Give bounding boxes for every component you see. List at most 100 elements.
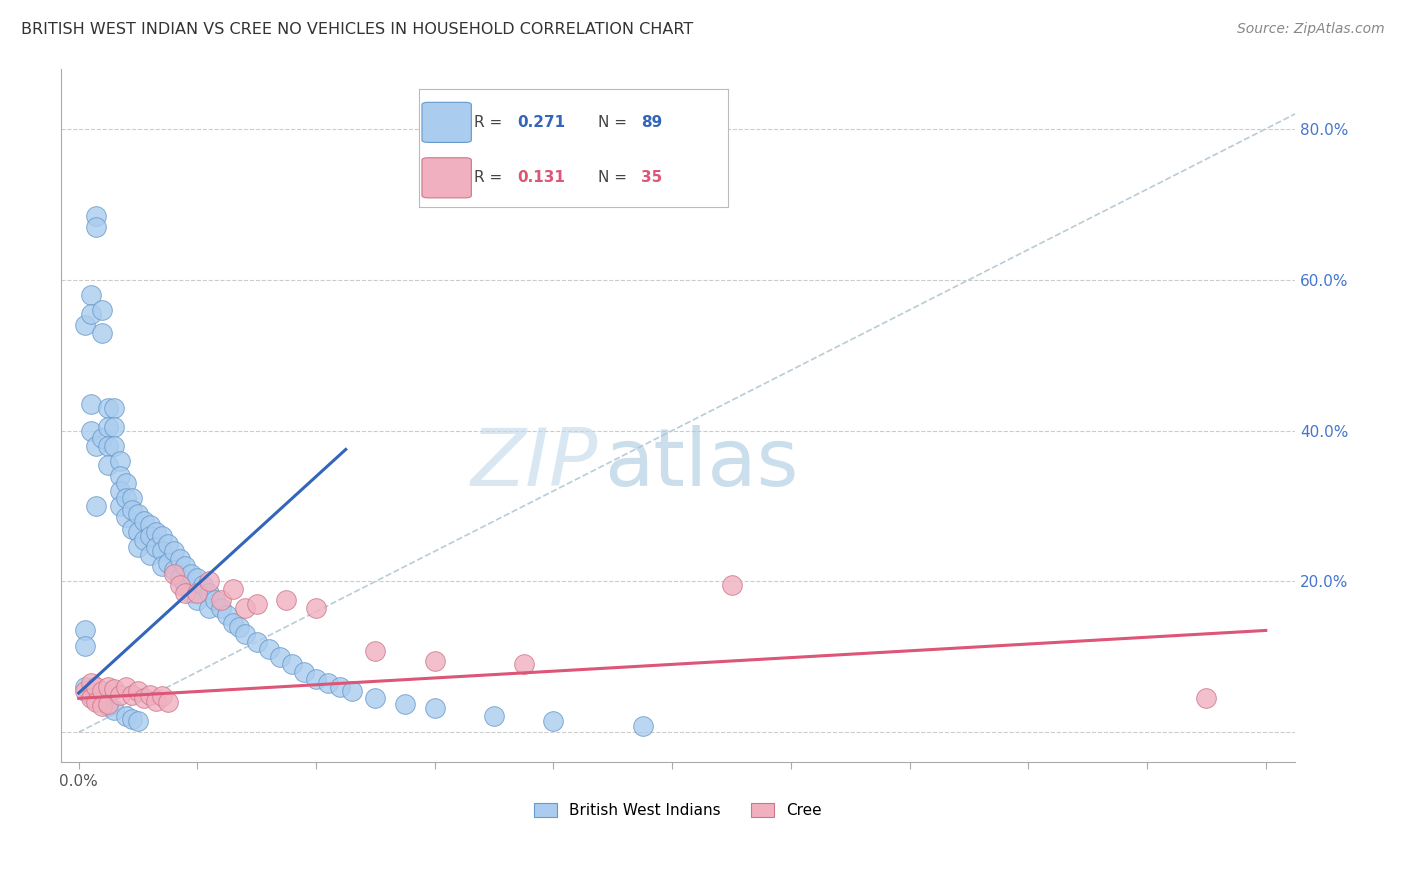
- Point: [180, 585, 202, 599]
- Point: [204, 593, 226, 607]
- Point: [115, 680, 138, 694]
- Point: [86, 695, 108, 709]
- Point: [73, 683, 96, 698]
- Point: [79, 676, 101, 690]
- Point: [180, 566, 202, 581]
- Point: [91, 431, 114, 445]
- Point: [91, 326, 114, 340]
- Point: [91, 683, 114, 698]
- Point: [186, 571, 208, 585]
- Point: [209, 593, 232, 607]
- Point: [97, 401, 120, 415]
- Point: [121, 712, 143, 726]
- Point: [364, 644, 387, 658]
- Point: [198, 585, 221, 599]
- Point: [174, 578, 197, 592]
- Point: [169, 578, 191, 592]
- Point: [543, 714, 565, 728]
- Point: [103, 439, 125, 453]
- Point: [86, 691, 108, 706]
- Point: [139, 688, 162, 702]
- Point: [108, 468, 131, 483]
- Point: [281, 657, 304, 672]
- Point: [121, 688, 143, 702]
- Point: [86, 209, 108, 223]
- Point: [127, 525, 149, 540]
- Point: [86, 680, 108, 694]
- Point: [198, 600, 221, 615]
- Point: [121, 522, 143, 536]
- Point: [108, 454, 131, 468]
- Point: [115, 510, 138, 524]
- Point: [121, 502, 143, 516]
- Point: [79, 688, 101, 702]
- Point: [103, 419, 125, 434]
- Point: [156, 695, 179, 709]
- Text: BRITISH WEST INDIAN VS CREE NO VEHICLES IN HOUSEHOLD CORRELATION CHART: BRITISH WEST INDIAN VS CREE NO VEHICLES …: [21, 22, 693, 37]
- Point: [132, 533, 155, 547]
- Point: [169, 571, 191, 585]
- Point: [150, 689, 173, 703]
- Point: [103, 681, 125, 696]
- Point: [150, 544, 173, 558]
- Point: [115, 491, 138, 506]
- Point: [305, 600, 328, 615]
- Point: [97, 439, 120, 453]
- Point: [145, 541, 167, 555]
- Point: [233, 627, 256, 641]
- Point: [97, 680, 120, 694]
- Point: [115, 476, 138, 491]
- Point: [329, 680, 352, 694]
- Point: [73, 639, 96, 653]
- Text: atlas: atlas: [605, 425, 799, 503]
- Point: [276, 593, 298, 607]
- Point: [162, 566, 184, 581]
- Point: [305, 673, 328, 687]
- Point: [513, 657, 536, 672]
- Point: [186, 593, 208, 607]
- Point: [162, 544, 184, 558]
- Point: [97, 458, 120, 472]
- Point: [209, 600, 232, 615]
- Point: [73, 318, 96, 332]
- Point: [423, 701, 446, 715]
- Legend: British West Indians, Cree: British West Indians, Cree: [529, 797, 828, 824]
- Point: [91, 695, 114, 709]
- Point: [115, 708, 138, 723]
- Point: [150, 559, 173, 574]
- Point: [156, 556, 179, 570]
- Point: [222, 615, 245, 630]
- Point: [228, 620, 250, 634]
- Point: [127, 541, 149, 555]
- Point: [482, 708, 505, 723]
- Point: [222, 582, 245, 596]
- Point: [162, 563, 184, 577]
- Point: [246, 634, 269, 648]
- Point: [174, 585, 197, 599]
- Point: [269, 649, 291, 664]
- Point: [394, 697, 416, 711]
- Point: [73, 680, 96, 694]
- Point: [169, 551, 191, 566]
- Text: ZIP: ZIP: [471, 425, 598, 503]
- Point: [193, 578, 215, 592]
- Point: [340, 683, 363, 698]
- Point: [156, 537, 179, 551]
- Point: [103, 401, 125, 415]
- Point: [73, 624, 96, 638]
- Point: [103, 703, 125, 717]
- Point: [246, 597, 269, 611]
- Point: [127, 507, 149, 521]
- Point: [316, 676, 339, 690]
- Point: [215, 608, 238, 623]
- Point: [79, 397, 101, 411]
- Point: [145, 525, 167, 540]
- Point: [97, 697, 120, 711]
- Point: [145, 693, 167, 707]
- Point: [233, 600, 256, 615]
- Point: [86, 439, 108, 453]
- Point: [174, 559, 197, 574]
- Point: [91, 698, 114, 713]
- Point: [79, 424, 101, 438]
- Point: [108, 499, 131, 513]
